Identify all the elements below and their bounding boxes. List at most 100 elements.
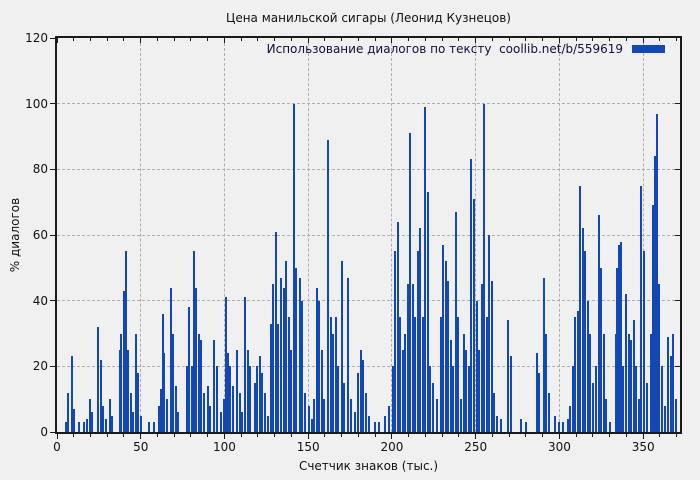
impulse-bar xyxy=(329,317,332,432)
x-tick-label: 100 xyxy=(213,440,236,454)
x-major-tick-top xyxy=(391,38,393,43)
impulse-bar xyxy=(542,277,545,432)
impulse-bar xyxy=(581,228,584,432)
x-major-tick xyxy=(56,434,58,439)
impulse-bar xyxy=(399,317,402,432)
impulse-bar xyxy=(574,317,577,432)
legend-color-swatch-icon xyxy=(632,45,665,53)
impulse-bar xyxy=(323,399,326,432)
y-major-tick-right xyxy=(675,168,680,170)
impulse-bar xyxy=(652,205,655,432)
impulse-bar xyxy=(377,422,380,432)
x-major-tick xyxy=(558,434,560,439)
impulse-bar xyxy=(367,415,370,432)
impulse-bar xyxy=(298,277,301,432)
impulse-bar xyxy=(630,340,633,432)
impulse-bar xyxy=(354,412,357,432)
y-axis-title: % диалогов xyxy=(8,197,22,273)
impulse-bar xyxy=(667,336,670,432)
impulse-bar xyxy=(595,366,598,432)
x-minor-tick-top xyxy=(575,38,577,41)
x-minor-tick xyxy=(408,434,410,437)
impulse-bar xyxy=(282,287,285,432)
impulse-bar xyxy=(82,422,85,432)
y-major-tick xyxy=(50,168,55,170)
x-tick-label: 250 xyxy=(464,440,488,454)
impulse-bar xyxy=(374,422,377,432)
impulse-bar xyxy=(431,382,434,432)
impulse-bar xyxy=(478,349,481,432)
h-gridline xyxy=(57,300,680,302)
y-major-tick-right xyxy=(675,234,680,236)
x-minor-tick-top xyxy=(106,38,108,41)
impulse-bar xyxy=(226,353,229,432)
impulse-bar xyxy=(77,422,80,432)
impulse-bar xyxy=(102,405,105,432)
impulse-bar xyxy=(591,382,594,432)
impulse-bar xyxy=(600,267,603,432)
impulse-bar xyxy=(148,422,151,432)
impulse-bar xyxy=(220,412,223,432)
x-major-tick xyxy=(642,434,644,439)
impulse-bar xyxy=(462,333,465,432)
impulse-bar xyxy=(88,399,91,432)
impulse-bar xyxy=(253,382,256,432)
impulse-bar xyxy=(104,418,107,432)
impulse-bar xyxy=(480,284,483,432)
impulse-bar xyxy=(188,307,191,432)
x-minor-tick-top xyxy=(408,38,410,41)
impulse-bar xyxy=(267,415,270,432)
y-tick-label: 120 xyxy=(25,31,48,45)
impulse-bar xyxy=(545,333,548,432)
impulse-bar xyxy=(584,251,587,432)
impulse-bar xyxy=(364,392,367,432)
impulse-bar xyxy=(334,317,337,432)
impulse-bar xyxy=(71,356,74,432)
impulse-bar xyxy=(72,409,75,432)
x-minor-tick xyxy=(424,434,426,437)
x-minor-tick xyxy=(123,434,125,437)
impulse-bar xyxy=(547,392,550,432)
impulse-bar xyxy=(256,366,259,432)
impulse-bar xyxy=(137,372,140,432)
impulse-bar xyxy=(108,399,111,432)
impulse-bar xyxy=(586,300,589,432)
v-gridline xyxy=(140,38,142,432)
impulse-bar xyxy=(617,244,620,432)
x-minor-tick xyxy=(207,434,209,437)
impulse-bar xyxy=(429,366,432,432)
impulse-bar xyxy=(622,366,625,432)
impulse-bar xyxy=(535,353,538,432)
x-minor-tick-top xyxy=(290,38,292,41)
x-minor-tick xyxy=(659,434,661,437)
impulse-bar xyxy=(674,399,677,432)
impulse-bar xyxy=(554,415,557,432)
y-major-tick-right xyxy=(675,365,680,367)
impulse-bar xyxy=(507,320,510,432)
impulse-bar xyxy=(465,349,468,432)
impulse-bar xyxy=(488,235,491,432)
impulse-bar xyxy=(206,386,209,432)
impulse-bar xyxy=(249,366,252,432)
impulse-bar xyxy=(343,382,346,432)
impulse-bar xyxy=(449,340,452,432)
legend-label: Использование диалогов по тексту coollib… xyxy=(266,42,623,56)
impulse-bar xyxy=(640,185,643,432)
impulse-bar xyxy=(614,333,617,432)
impulse-bar xyxy=(444,261,447,432)
x-minor-tick-top xyxy=(592,38,594,41)
impulse-bar xyxy=(193,251,196,432)
impulse-bar xyxy=(519,418,522,432)
impulse-bar xyxy=(163,353,166,432)
x-minor-tick-top xyxy=(676,38,678,41)
impulse-bar xyxy=(660,366,663,432)
x-minor-tick xyxy=(575,434,577,437)
x-major-tick-top xyxy=(223,38,225,43)
x-tick-label: 200 xyxy=(380,440,404,454)
impulse-bar xyxy=(65,422,68,432)
x-major-tick-top xyxy=(475,38,477,43)
impulse-bar xyxy=(424,106,427,432)
impulse-bar xyxy=(292,103,295,432)
impulse-bar xyxy=(229,366,232,432)
